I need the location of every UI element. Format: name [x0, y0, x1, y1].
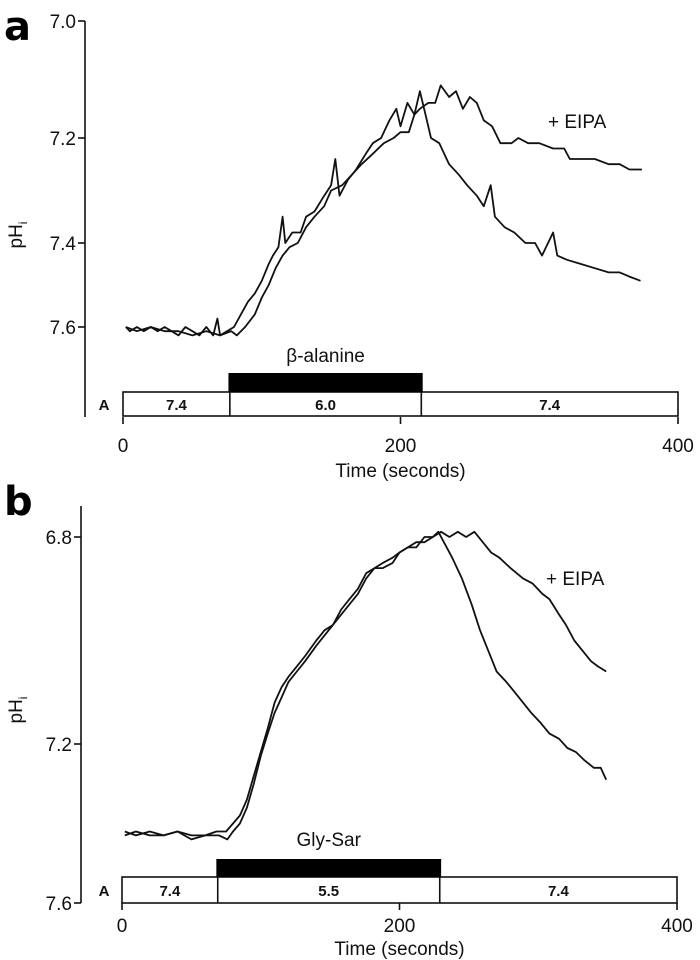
solution-box — [121, 876, 678, 904]
y-tick-label: 7.2 — [50, 129, 76, 150]
eipa-annotation: + EIPA — [548, 112, 607, 133]
y-axis-title: pHi — [6, 697, 30, 724]
y-tick-label: 7.4 — [50, 234, 77, 255]
x-tick-label: 0 — [118, 436, 129, 457]
solution-row-label: A — [99, 883, 110, 900]
trace-eipa — [125, 84, 642, 337]
x-axis-title: Time (seconds) — [335, 461, 465, 482]
x-tick-label: 400 — [661, 916, 693, 937]
solution-ph-label: 7.4 — [548, 883, 570, 900]
y-tick-label: 7.6 — [50, 318, 76, 339]
x-tick-label: 200 — [384, 916, 416, 937]
y-axis-title-main: pH — [6, 224, 27, 248]
treatment-label: β-alanine — [286, 346, 365, 367]
solution-ph-label: 7.4 — [166, 397, 188, 414]
x-axis-title: Time (seconds) — [334, 939, 464, 960]
y-tick-label: 7.2 — [46, 735, 72, 756]
solution-ph-label: 7.4 — [539, 397, 561, 414]
panel-a: a 7.0 7.2 7.4 7.6 pHi A 7.4 6.0 7.4 β-alanine 0 200 4… — [4, 4, 694, 482]
trace-control — [125, 90, 641, 337]
panel-letter: a — [4, 4, 31, 50]
y-tick-label: 7.6 — [46, 894, 72, 915]
y-tick-label: 7.0 — [50, 12, 76, 33]
panel-b: b 6.8 7.2 7.6 pHi A 7.4 5.5 7.4 Gly-Sar 0 200 400 Tim… — [4, 479, 693, 960]
solution-ph-label: 7.4 — [159, 883, 181, 900]
y-axis-title-subscript: i — [16, 697, 30, 700]
solution-ph-label: 5.5 — [318, 883, 339, 900]
y-axis-title: pHi — [6, 222, 30, 249]
y-axis-title-main: pH — [6, 699, 27, 723]
treatment-bar — [216, 859, 442, 877]
x-tick-label: 200 — [385, 436, 417, 457]
x-tick-label: 400 — [662, 436, 694, 457]
solution-row-label: A — [99, 397, 110, 414]
trace-control — [124, 530, 608, 837]
y-tick-label: 6.8 — [46, 528, 72, 549]
treatment-bar — [228, 373, 423, 392]
x-tick-label: 0 — [117, 916, 128, 937]
solution-ph-label: 6.0 — [315, 397, 336, 414]
y-axis-title-subscript: i — [16, 222, 30, 225]
panel-letter: b — [4, 479, 33, 525]
eipa-annotation: + EIPA — [546, 569, 605, 590]
treatment-label: Gly-Sar — [297, 830, 362, 851]
trace-eipa — [124, 530, 607, 841]
solution-box — [122, 391, 679, 417]
